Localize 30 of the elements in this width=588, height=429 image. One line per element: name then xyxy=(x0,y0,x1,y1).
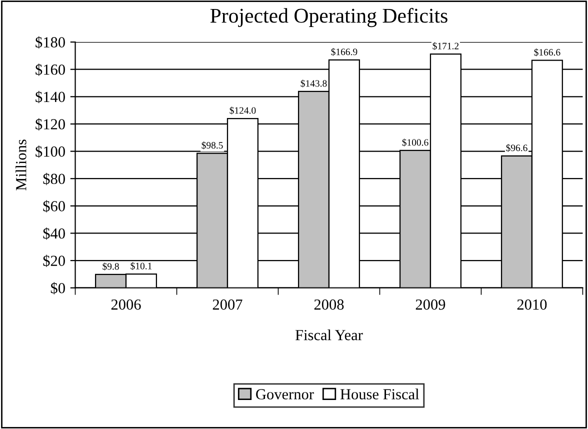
y-tick-label: $160 xyxy=(36,64,65,76)
legend-label: House Fiscal xyxy=(340,388,420,400)
data-label: $171.2 xyxy=(432,42,459,50)
y-tick-label: $120 xyxy=(36,118,65,130)
x-axis-title: Fiscal Year xyxy=(295,329,363,340)
chart-title: Projected Operating Deficits xyxy=(210,8,448,28)
data-label: $9.8 xyxy=(102,262,119,270)
y-axis-title: Millions xyxy=(16,140,26,190)
y-tick-label: $0 xyxy=(50,282,65,294)
x-tick-label: 2006 xyxy=(111,299,141,310)
x-tick-label: 2010 xyxy=(517,299,547,310)
y-tick-label: $140 xyxy=(36,90,65,104)
data-label: $98.5 xyxy=(202,141,223,150)
legend-label: Governor xyxy=(256,389,314,400)
data-label: $124.0 xyxy=(230,106,256,114)
y-tick-label: $80 xyxy=(43,172,65,186)
y-tick-label: $40 xyxy=(43,227,65,240)
data-label: $166.9 xyxy=(331,48,358,56)
data-label: $96.6 xyxy=(506,144,528,152)
data-label: $100.6 xyxy=(402,138,428,146)
data-label: $143.8 xyxy=(300,80,327,88)
data-label: $166.6 xyxy=(534,48,560,56)
y-tick-label: $100 xyxy=(36,146,65,158)
y-tick-label: $60 xyxy=(43,200,65,212)
x-tick-label: 2007 xyxy=(212,299,242,310)
x-tick-label: 2009 xyxy=(416,299,446,310)
y-tick-label: $20 xyxy=(43,254,65,268)
x-tick-label: 2008 xyxy=(314,299,344,310)
y-tick-label: $180 xyxy=(36,36,65,49)
data-label: $10.1 xyxy=(130,262,152,270)
